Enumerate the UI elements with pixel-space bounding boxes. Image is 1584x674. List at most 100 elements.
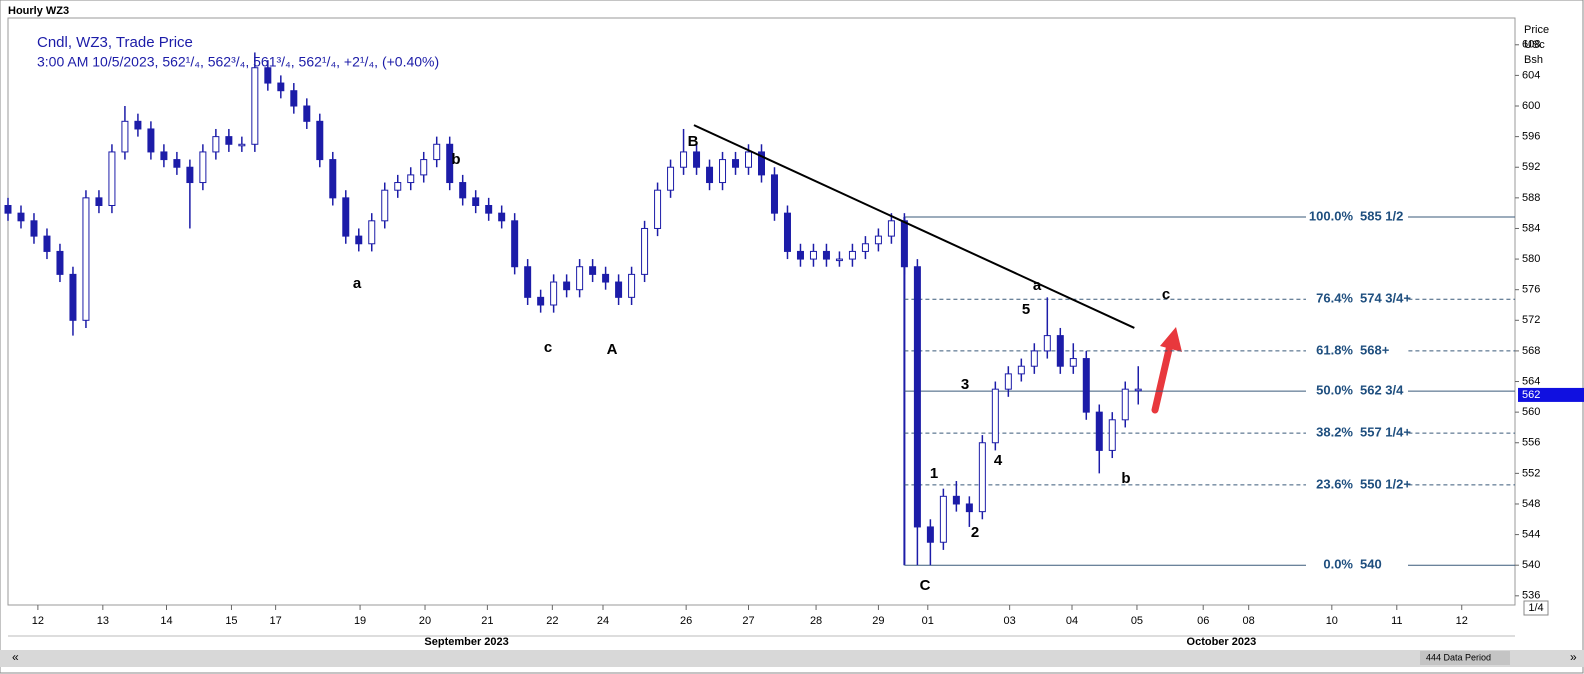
candle-body (1043, 335, 1051, 352)
candle-body (225, 136, 233, 145)
fib-percent: 61.8% (1316, 342, 1353, 357)
candle-body (874, 235, 882, 245)
fib-price: 540 (1360, 557, 1382, 572)
candle-body (965, 503, 973, 513)
fib-label-bg (1306, 291, 1408, 308)
page-box[interactable] (1523, 600, 1549, 616)
candle-body (472, 197, 480, 207)
last-price-tag (1518, 387, 1584, 402)
x-tick-label: 19 (354, 615, 366, 627)
fib-percent: 100.0% (1309, 208, 1354, 223)
scroll-thumb[interactable] (1420, 651, 1510, 665)
wave-label: A (607, 341, 618, 358)
candle-body (329, 159, 337, 199)
candle-body (1082, 358, 1090, 413)
candle-body (212, 136, 220, 153)
candle-body (446, 143, 454, 184)
candle-body (290, 90, 298, 107)
y-axis-label: USc (1524, 39, 1545, 51)
fib-percent: 76.4% (1316, 291, 1353, 306)
wave-label: 2 (971, 524, 979, 541)
fib-label-bg (1306, 208, 1408, 225)
candle-body (745, 151, 753, 168)
y-tick-label: 596 (1522, 131, 1540, 143)
fib-price: 550 1/2+ (1360, 476, 1411, 491)
candle-body (1017, 365, 1025, 375)
fib-price: 562 3/4 (1360, 383, 1404, 398)
scroll-left[interactable]: « (12, 650, 19, 664)
candle-body (1056, 335, 1064, 367)
candle-body (30, 220, 38, 237)
x-tick-label: 22 (546, 615, 558, 627)
fib-label-bg (1306, 342, 1408, 359)
candle-body (770, 174, 778, 214)
candle-body (459, 182, 467, 199)
y-tick-label: 544 (1522, 528, 1540, 540)
last-price-label: 562 (1522, 389, 1540, 401)
x-tick-label: 20 (419, 615, 431, 627)
x-tick-label: 15 (225, 615, 237, 627)
fib-percent: 38.2% (1316, 425, 1353, 440)
month-label: September 2023 (424, 636, 508, 648)
fib-price: 574 3/4+ (1360, 291, 1411, 306)
fib-label-bg (1306, 476, 1408, 493)
arrow-head (1160, 327, 1182, 352)
candle-body (861, 243, 869, 252)
candle-body (1030, 350, 1038, 367)
x-tick-label: 11 (1391, 615, 1402, 627)
candle-body (1121, 388, 1129, 421)
y-tick-label: 592 (1522, 161, 1540, 173)
candle-body (407, 174, 415, 184)
candle-body (1069, 358, 1077, 367)
candle-body (822, 250, 830, 260)
fib-price: 568+ (1360, 342, 1390, 357)
scrollbar[interactable] (0, 650, 1584, 667)
candle-body (4, 205, 12, 214)
x-tick-label: 08 (1243, 615, 1255, 627)
candle-body (420, 159, 428, 176)
y-tick-label: 540 (1522, 559, 1540, 571)
fib-label-bg (1306, 425, 1408, 442)
candle-body (56, 250, 64, 275)
y-tick-label: 580 (1522, 253, 1540, 265)
candle-body (147, 128, 155, 153)
candle-body (952, 495, 960, 505)
candle-body (69, 273, 77, 321)
x-tick-label: 13 (97, 615, 109, 627)
candle-body (1108, 419, 1116, 451)
x-tick-label: 26 (680, 615, 692, 627)
x-tick-label: 06 (1197, 615, 1209, 627)
candle-body (706, 166, 714, 184)
chart-title: Cndl, WZ3, Trade Price (37, 34, 193, 51)
candle-body (160, 151, 168, 161)
candle-body (667, 166, 675, 191)
y-tick-label: 600 (1522, 100, 1540, 112)
wave-label: c (544, 339, 552, 356)
x-tick-label: 04 (1066, 615, 1078, 627)
wave-label: a (353, 275, 362, 292)
wave-label: 1 (930, 465, 938, 482)
candle-body (589, 266, 597, 275)
wave-label: b (451, 151, 460, 168)
candle-body (524, 266, 532, 298)
candle-body (394, 182, 402, 191)
candle-body (355, 235, 363, 245)
candle-body (550, 281, 558, 306)
candle-body (809, 250, 817, 260)
fib-price: 557 1/4+ (1360, 425, 1411, 440)
trendline (693, 124, 1135, 329)
candle-body (654, 189, 662, 229)
x-tick-label: 27 (742, 615, 754, 627)
y-tick-label: 564 (1522, 375, 1540, 387)
candle-body (758, 151, 765, 176)
scroll-right[interactable]: » (1570, 650, 1577, 664)
page-indicator: 1/4 (1528, 602, 1543, 614)
candle-body (342, 197, 350, 237)
wave-label: a (1033, 277, 1042, 294)
candle-body (680, 151, 688, 168)
candle-body (1134, 388, 1142, 392)
candle-body (796, 250, 804, 260)
fib-label-bg (1306, 383, 1408, 400)
